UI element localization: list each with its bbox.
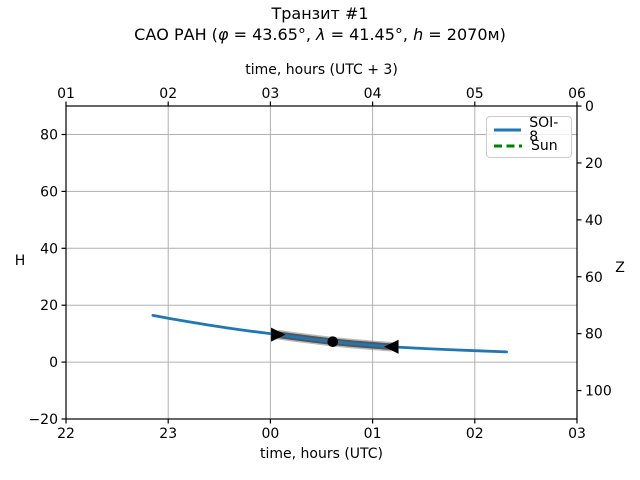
top-axis-label: time, hours (UTC + 3) — [245, 62, 398, 78]
subtitle-text: САО РАН ( — [134, 25, 218, 44]
left-tick-label: 40 — [40, 241, 58, 257]
chart-title: Транзит #1 — [271, 4, 369, 23]
legend-label-sun: Sun — [531, 137, 558, 154]
right-tick-label: 100 — [585, 384, 612, 400]
bottom-axis-label: time, hours (UTC) — [259, 446, 384, 462]
top-tick-label: 02 — [159, 86, 177, 102]
legend-entry-soi8: SOI-8 — [493, 116, 565, 144]
subtitle-text: = 2070м) — [423, 25, 506, 44]
h-symbol: h — [413, 25, 424, 44]
bottom-tick-label: 22 — [57, 426, 75, 442]
top-tick-label: 01 — [57, 86, 75, 102]
right-tick-label: 0 — [585, 99, 594, 115]
right-axis-label: Z — [615, 260, 625, 276]
legend: SOI-8 Sun — [486, 116, 572, 158]
left-tick-label: 20 — [40, 298, 58, 314]
bottom-tick-label: 01 — [364, 426, 382, 442]
subtitle-text: = 41.45°, — [325, 25, 414, 44]
right-tick-label: 20 — [585, 156, 603, 172]
right-tick-label: 80 — [585, 327, 603, 343]
chart-subtitle: САО РАН (φ = 43.65°, λ = 41.45°, h = 207… — [0, 25, 640, 44]
soi8-curve — [151, 313, 508, 354]
bottom-tick-label: 02 — [466, 426, 484, 442]
soi8-line-sample — [494, 128, 522, 131]
bottom-tick-label: 03 — [568, 426, 586, 442]
left-tick-label: 60 — [40, 184, 58, 200]
subtitle-text: = 43.65°, — [228, 25, 317, 44]
top-tick-label: 04 — [364, 86, 382, 102]
legend-label-soi8: SOI-8 — [529, 114, 559, 145]
top-tick-label: 06 — [568, 86, 586, 102]
top-tick-label: 03 — [261, 86, 279, 102]
left-axis-label: H — [14, 253, 26, 269]
bottom-tick-label: 00 — [261, 426, 279, 442]
lambda-symbol: λ — [316, 25, 326, 44]
left-tick-label: −20 — [28, 412, 58, 428]
ingress-marker — [271, 327, 286, 342]
left-tick-label: 80 — [40, 128, 58, 144]
mid-transit-marker — [327, 336, 339, 348]
axes-spines — [65, 105, 578, 420]
sun-line-sample — [494, 144, 522, 147]
bottom-tick-label: 23 — [159, 426, 177, 442]
top-tick-label: 05 — [466, 86, 484, 102]
phi-symbol: φ — [217, 25, 229, 44]
right-tick-label: 40 — [585, 213, 603, 229]
egress-marker — [384, 339, 399, 354]
right-tick-label: 60 — [585, 270, 603, 286]
legend-entry-sun: Sun — [493, 138, 565, 153]
left-tick-label: 0 — [49, 355, 58, 371]
